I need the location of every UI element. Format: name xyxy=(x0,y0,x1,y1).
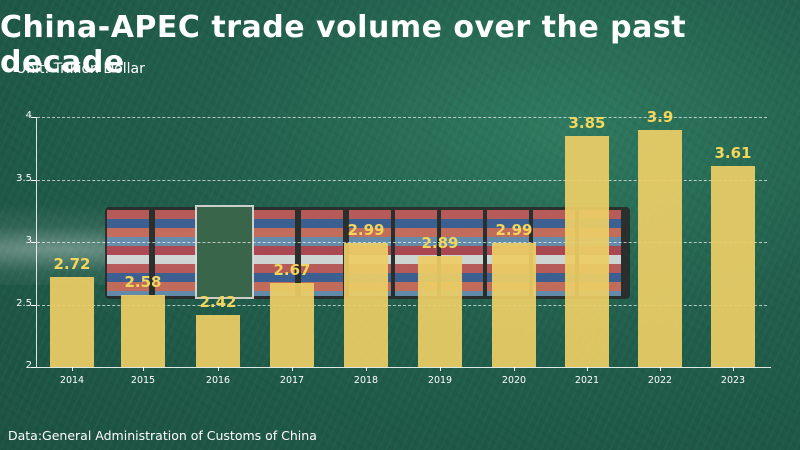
x-tick-label: 2014 xyxy=(59,375,85,386)
y-axis xyxy=(36,117,37,367)
bar-2018 xyxy=(344,243,388,367)
x-axis xyxy=(36,367,771,368)
x-tick-label: 2023 xyxy=(720,375,746,386)
x-tick-mark xyxy=(660,367,661,371)
value-label: 2.67 xyxy=(273,261,311,280)
bar-2023 xyxy=(711,165,755,367)
value-label: 3.85 xyxy=(568,113,606,132)
x-tick-label: 2019 xyxy=(427,375,453,386)
gridline xyxy=(37,117,767,118)
x-tick-label: 2020 xyxy=(501,375,527,386)
bar-2015 xyxy=(121,294,165,367)
x-tick-mark xyxy=(143,367,144,371)
x-tick-mark xyxy=(514,367,515,371)
x-tick-label: 2015 xyxy=(130,375,156,386)
gridline xyxy=(37,304,767,306)
value-label: 2.42 xyxy=(199,292,237,311)
bar-2017 xyxy=(270,283,314,367)
value-label: 2.72 xyxy=(53,255,91,273)
value-label: 3.9 xyxy=(646,107,674,126)
bar-2019 xyxy=(418,255,462,367)
x-tick-mark xyxy=(440,367,441,371)
value-label: 2.58 xyxy=(124,272,162,291)
y-tick-mark xyxy=(31,242,36,243)
x-tick-mark xyxy=(292,367,293,371)
value-label: 2.99 xyxy=(495,221,533,240)
y-tick-mark xyxy=(31,179,36,181)
y-tick-mark xyxy=(31,117,36,118)
value-label: 2.89 xyxy=(421,233,459,252)
value-label: 2.99 xyxy=(347,221,385,240)
ship-bridge xyxy=(195,205,254,299)
x-tick-mark xyxy=(218,367,219,371)
bar-2022 xyxy=(638,129,682,367)
data-source-note: Data:General Administration of Customs o… xyxy=(8,428,317,443)
x-tick-mark xyxy=(733,367,734,371)
y-tick-label: 3.5 xyxy=(16,172,32,184)
x-tick-label: 2016 xyxy=(205,375,231,386)
x-tick-label: 2021 xyxy=(574,375,600,386)
chart-title: China-APEC trade volume over the past de… xyxy=(0,10,687,80)
gridline xyxy=(37,179,767,181)
x-tick-label: 2022 xyxy=(647,375,673,386)
bar-2021 xyxy=(565,135,609,367)
x-tick-mark xyxy=(587,367,588,371)
y-tick-mark xyxy=(31,304,36,306)
y-tick-label: 3 xyxy=(25,235,32,246)
value-label: 3.61 xyxy=(714,143,752,162)
bar-2014 xyxy=(50,277,94,367)
x-tick-mark xyxy=(72,367,73,371)
bar-2020 xyxy=(492,243,536,367)
x-tick-mark xyxy=(366,367,367,371)
gridline xyxy=(37,242,767,243)
x-tick-label: 2017 xyxy=(279,375,305,386)
y-tick-label: 2 xyxy=(25,360,32,371)
x-tick-label: 2018 xyxy=(353,375,379,386)
bar-2016 xyxy=(196,314,240,367)
y-tick-label: 2.5 xyxy=(16,297,32,309)
y-tick-label: 4 xyxy=(25,110,32,121)
unit-label: Unit: Trillion Dollar xyxy=(16,61,145,77)
y-tick-mark xyxy=(31,367,36,368)
